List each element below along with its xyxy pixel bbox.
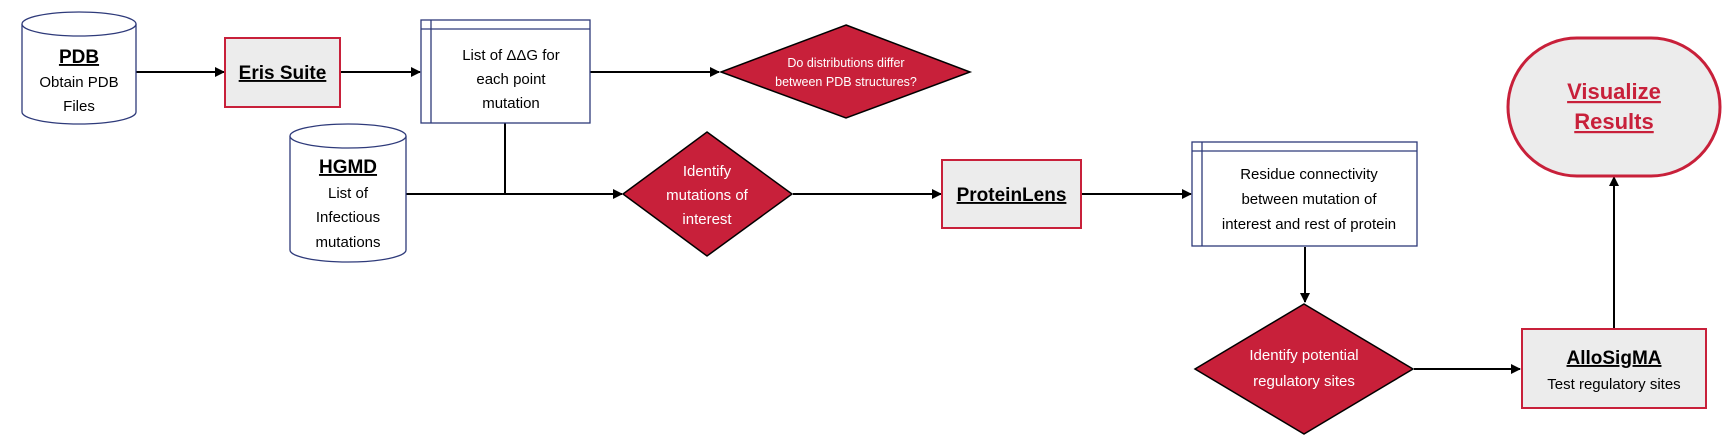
ddg-line3: mutation (482, 95, 540, 112)
visualize-line1: Visualize (1567, 79, 1661, 104)
regulatory-sites-decision: Identify potential regulatory sites (1193, 303, 1415, 435)
pdb-line1: Obtain PDB (39, 74, 118, 91)
proteinlens-title: ProteinLens (957, 185, 1067, 206)
connectivity-line1: Residue connectivity (1240, 166, 1378, 183)
identify-mutations-line1: Identify (683, 163, 732, 180)
distributions-line2: between PDB structures? (775, 75, 917, 89)
allosigma-line1: Test regulatory sites (1547, 376, 1680, 393)
ddg-line1: List of ΔΔG for (462, 47, 560, 64)
connectivity-line2: between mutation of (1241, 191, 1377, 208)
distributions-decision: Do distributions differ between PDB stru… (718, 24, 973, 119)
identify-mutations-decision: Identify mutations of interest (621, 131, 794, 257)
hgmd-title: HGMD (319, 157, 377, 178)
eris-suite-title: Eris Suite (239, 63, 327, 84)
hgmd-line1: List of (328, 185, 369, 202)
identify-mutations-line2: mutations of (666, 187, 749, 204)
pdb-line2: Files (63, 98, 95, 115)
hgmd-line2: Infectious (316, 209, 380, 226)
pdb-database: PDB Obtain PDB Files (21, 11, 137, 125)
connectors (136, 67, 1619, 374)
eris-suite-box: Eris Suite (224, 37, 341, 108)
regulatory-line2: regulatory sites (1253, 373, 1355, 390)
identify-mutations-line3: interest (682, 211, 732, 228)
hgmd-line3: mutations (315, 234, 380, 251)
connectivity-line3: interest and rest of protein (1222, 216, 1396, 233)
visualize-line2: Results (1574, 109, 1653, 134)
distributions-line1: Do distributions differ (787, 56, 904, 70)
connectivity-document: Residue connectivity between mutation of… (1191, 141, 1418, 247)
regulatory-line1: Identify potential (1249, 347, 1358, 364)
hgmd-database: HGMD List of Infectious mutations (289, 123, 407, 263)
visualize-results-terminal: Visualize Results (1506, 36, 1722, 178)
ddg-list-document: List of ΔΔG for each point mutation (420, 19, 591, 124)
pdb-title: PDB (59, 47, 99, 68)
ddg-line2: each point (476, 71, 546, 88)
proteinlens-box: ProteinLens (941, 159, 1082, 229)
allosigma-box: AlloSigMA Test regulatory sites (1521, 328, 1707, 409)
allosigma-title: AlloSigMA (1567, 348, 1662, 369)
